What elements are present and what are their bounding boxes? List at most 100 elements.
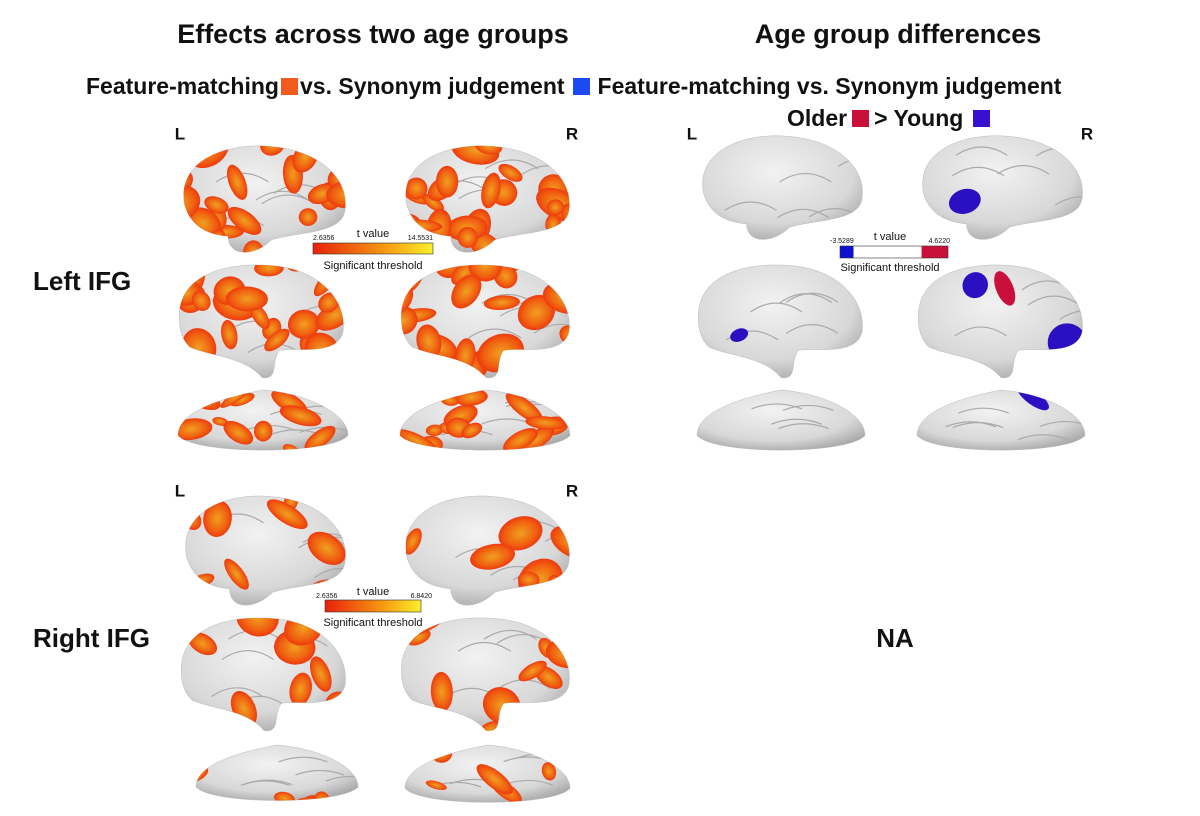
activation-patch — [226, 164, 248, 200]
activation-patch — [430, 671, 453, 712]
activation-patch — [253, 420, 273, 442]
activation-patch — [517, 571, 540, 588]
activation-patch — [183, 185, 201, 223]
activation-patch — [948, 188, 981, 214]
hemisphere-label: L — [175, 481, 185, 500]
sulcus — [1059, 309, 1083, 320]
sulcus — [215, 172, 269, 183]
sulcus — [533, 323, 570, 334]
activation-patch — [483, 295, 520, 311]
sulcus — [484, 159, 539, 170]
colorbar-scale — [324, 599, 422, 613]
activation-patch — [289, 672, 313, 706]
activation-patch — [405, 495, 426, 508]
activation-patch — [326, 180, 346, 209]
colorbar-max: 4.6220 — [929, 238, 951, 245]
sulcus — [278, 756, 328, 763]
legend-row: Feature-matching vs. Synonym judgement Fea… — [86, 73, 1061, 100]
activation-patches — [948, 146, 1083, 214]
sulcus — [1039, 420, 1085, 427]
activation-patch — [518, 660, 547, 682]
sulcus — [777, 208, 830, 219]
colorbar-caption: Significant threshold — [323, 260, 422, 272]
activation-patch — [405, 177, 428, 200]
sulcus — [521, 165, 570, 175]
sulcus — [1017, 434, 1069, 441]
activation-patch — [550, 525, 570, 560]
activation-patch — [409, 145, 445, 150]
activation-patch — [457, 226, 478, 248]
activation-patch — [303, 447, 321, 451]
sulcus — [997, 165, 1050, 175]
brain-surface — [698, 264, 863, 378]
activation-patch — [425, 424, 444, 437]
sulcus — [954, 326, 1007, 337]
activation-patch — [221, 319, 238, 350]
legend-swatch — [852, 110, 870, 127]
sulcus — [1054, 196, 1083, 206]
colorbar-scale — [312, 242, 434, 255]
sulcus — [295, 769, 345, 776]
sulcus — [750, 302, 803, 313]
activation-patch — [405, 145, 423, 160]
colorbar-min: -3.5289 — [830, 238, 854, 245]
activation-patch — [264, 328, 290, 352]
activation-patch — [435, 165, 459, 198]
brain-renders — [177, 135, 1086, 803]
activation-patch — [337, 397, 348, 417]
activation-patch — [470, 543, 515, 570]
activation-patch — [405, 495, 428, 511]
activation-patch — [318, 292, 340, 313]
sulcus — [952, 166, 1005, 177]
activation-patch — [212, 416, 228, 426]
activation-patch — [266, 499, 308, 530]
brain-surface — [696, 389, 866, 451]
sulcus — [837, 157, 863, 167]
sulcus — [457, 641, 512, 652]
activation-patch — [730, 328, 749, 342]
sulcus — [483, 629, 537, 640]
row-label: Left IFG — [33, 266, 131, 296]
sulcus — [945, 421, 997, 428]
sulcus — [468, 328, 522, 339]
activation-patch — [336, 390, 348, 399]
activation-patch — [541, 762, 557, 781]
colorbar: t value 2.6356 14.5531 Significant thres… — [312, 228, 434, 272]
activation-patch — [309, 656, 332, 692]
activation-patch — [498, 163, 523, 182]
activation-patch — [188, 390, 223, 402]
activation-patch — [498, 516, 543, 551]
colorbar-caption: Significant threshold — [323, 617, 422, 629]
activation-patch — [405, 528, 422, 555]
activation-patch — [204, 196, 229, 214]
colorbar-title: t value — [357, 586, 389, 598]
sulcus — [955, 146, 1008, 156]
brain-surface — [702, 135, 863, 240]
sulcus — [771, 418, 822, 425]
legend-text: Older — [787, 105, 848, 131]
activation-patch — [566, 264, 570, 273]
sulcus — [211, 687, 264, 698]
activation-patch — [298, 208, 318, 226]
activation-patch — [223, 421, 254, 445]
legend-text: > Young — [874, 105, 964, 131]
hemisphere-label: R — [1081, 124, 1093, 143]
empty-panel: NA — [876, 623, 914, 653]
activation-patch — [517, 295, 555, 331]
activation-patch — [227, 206, 262, 235]
colorbar-min: 2.6356 — [316, 593, 338, 600]
activation-patch — [962, 272, 988, 299]
colorbar: t value 2.6356 6.8420 Significant thresh… — [316, 586, 432, 629]
hemisphere-label: L — [175, 124, 185, 143]
sulcus — [782, 404, 834, 411]
sulcus — [255, 190, 309, 201]
activation-patch — [422, 193, 444, 212]
brain-surface — [916, 389, 1086, 451]
sulcus — [785, 292, 839, 303]
activation-patch — [203, 500, 232, 537]
brain-surface — [195, 744, 359, 801]
sulcus — [240, 780, 290, 786]
activation-patch — [307, 531, 346, 565]
